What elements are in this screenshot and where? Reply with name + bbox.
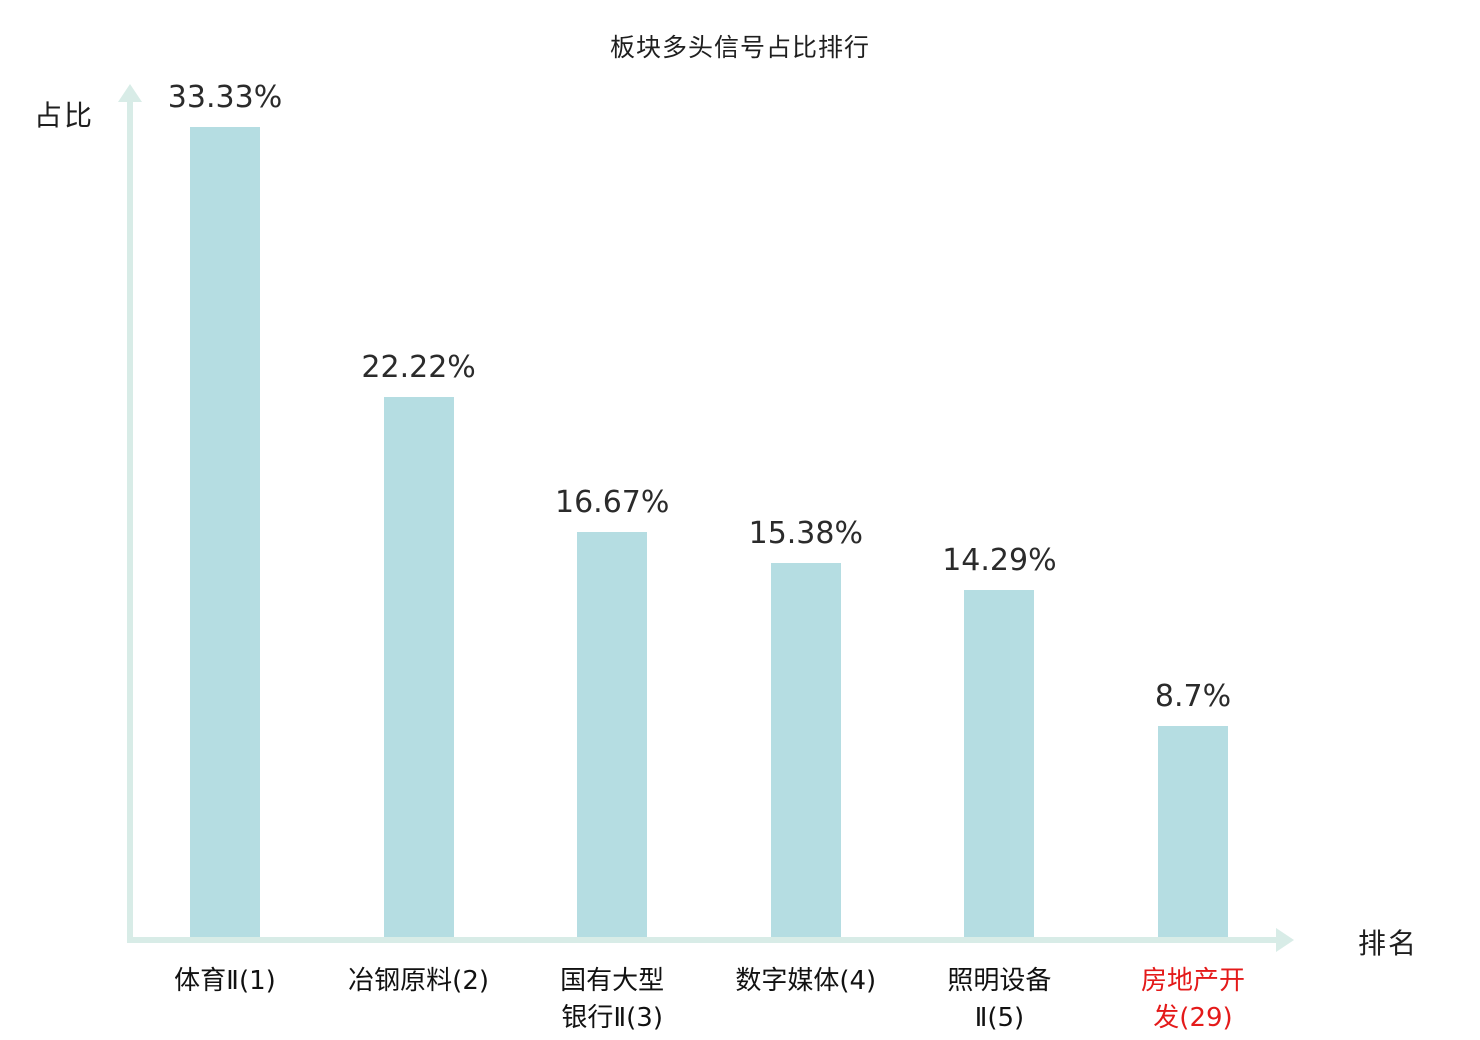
bar-category-label: 数字媒体(4) xyxy=(735,966,877,996)
bar xyxy=(964,589,1035,937)
bar-value-label: 14.29% xyxy=(942,542,1057,578)
x-axis-arrow-icon xyxy=(1276,928,1294,952)
bar xyxy=(1158,725,1228,937)
bar xyxy=(190,127,260,937)
chart-title: 板块多头信号占比排行 xyxy=(609,33,870,62)
bar xyxy=(577,531,648,937)
bar-value-label: 8.7% xyxy=(1154,678,1232,714)
bar-category-label: 体育Ⅱ(1) xyxy=(174,966,276,996)
bar-category-label: 照明设备 Ⅱ(5) xyxy=(947,966,1052,1033)
bar-value-label: 15.38% xyxy=(748,516,863,552)
bar-category-label: 房地产开 发(29) xyxy=(1140,966,1246,1033)
bar-category-label: 冶钢原料(2) xyxy=(348,966,490,996)
bar-category-label: 国有大型 银行Ⅱ(3) xyxy=(560,966,665,1033)
bar xyxy=(770,563,841,937)
y-axis-line xyxy=(127,100,133,940)
y-axis-arrow-icon xyxy=(118,84,142,102)
x-axis-line xyxy=(127,937,1279,943)
bar-value-label: 16.67% xyxy=(554,484,670,520)
bar xyxy=(383,397,454,937)
bar-value-label: 22.22% xyxy=(361,350,476,385)
y-axis-label: 占比 xyxy=(34,99,95,132)
bar-value-label: 33.33% xyxy=(167,80,283,115)
x-axis-label: 排名 xyxy=(1358,927,1419,960)
